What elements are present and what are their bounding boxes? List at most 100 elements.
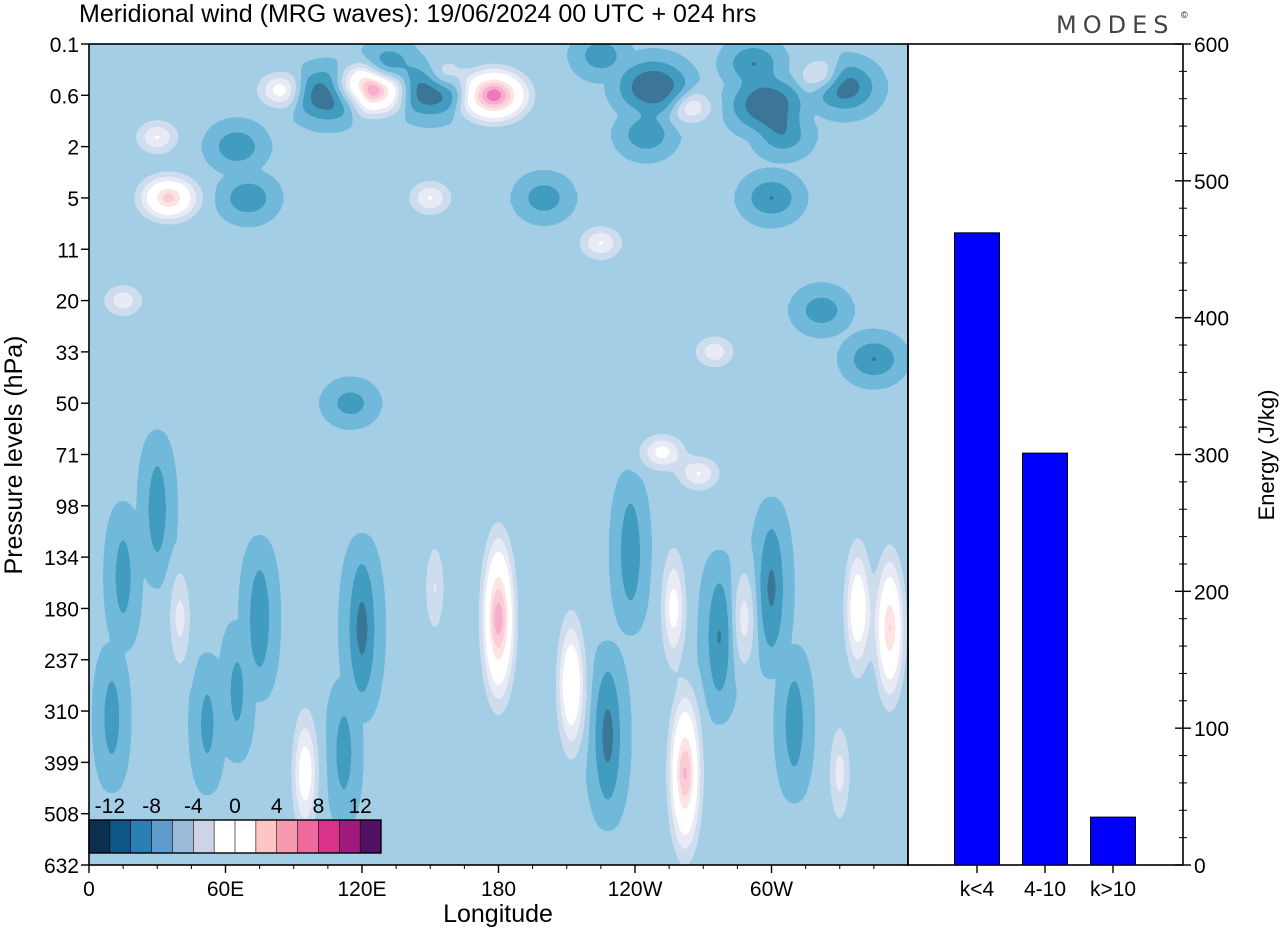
x-axis-label: Longitude xyxy=(443,900,553,928)
positive-anomaly xyxy=(167,543,193,694)
pressure-tick-label: 98 xyxy=(56,496,79,519)
negative-anomaly xyxy=(721,44,786,89)
colorbar-swatch xyxy=(214,820,236,853)
contour-field xyxy=(89,44,908,865)
colorbar-swatch xyxy=(255,820,278,853)
negative-anomaly xyxy=(345,534,379,722)
pressure-tick-label: 508 xyxy=(44,804,79,827)
pressure-tick-label: 0.6 xyxy=(50,85,79,108)
pressure-tick-label: 5 xyxy=(67,188,79,211)
energy-bar xyxy=(954,232,1000,866)
colorbar-label: -4 xyxy=(184,795,203,818)
y-axis-label: Pressure levels (hPa) xyxy=(0,336,28,575)
longitude-tick-label: 180 xyxy=(481,878,516,901)
pressure-tick-label: 180 xyxy=(44,598,79,621)
energy-tick-label: 300 xyxy=(1194,445,1229,468)
positive-anomaly xyxy=(248,65,312,115)
band-label: 4-10 xyxy=(1024,878,1066,901)
pressure-tick-label: 399 xyxy=(44,752,79,775)
positive-anomaly xyxy=(94,278,152,324)
energy-tick-label: 0 xyxy=(1194,855,1206,878)
brand-mark: © xyxy=(1181,10,1188,20)
colorbar-label: 8 xyxy=(313,795,325,818)
pressure-tick-label: 50 xyxy=(56,393,79,416)
positive-anomaly xyxy=(415,52,473,98)
energy-tick-label: 500 xyxy=(1194,171,1229,194)
colorbar-swatch xyxy=(297,820,319,853)
positive-anomaly xyxy=(658,522,689,695)
positive-anomaly xyxy=(686,329,744,375)
positive-anomaly xyxy=(553,587,589,783)
negative-anomaly xyxy=(515,175,573,221)
negative-anomaly xyxy=(360,44,418,87)
longitude-tick-label: 60W xyxy=(750,878,793,901)
positive-anomaly xyxy=(289,683,322,864)
energy-axis: 0 100 200 300 400 500 600 xyxy=(1175,34,1229,878)
wind-field xyxy=(89,44,908,865)
colorbar-swatch xyxy=(89,820,111,853)
negative-anomaly xyxy=(195,652,220,796)
colorbar-swatch xyxy=(172,820,194,853)
pressure-axis: 0.1 0.6 2 5 11 20 33 50 71 98 134 180 237 310 399 508 63… xyxy=(44,34,89,878)
negative-anomaly xyxy=(615,469,645,635)
pressure-tick-label: 33 xyxy=(56,342,79,365)
energy-tick-label: 200 xyxy=(1194,581,1229,604)
negative-anomaly xyxy=(590,641,625,830)
positive-anomaly xyxy=(663,85,721,131)
pressure-tick-label: 2 xyxy=(67,137,79,160)
colorbar-swatch xyxy=(151,820,173,853)
positive-anomaly xyxy=(400,174,461,222)
colorbar-swatch xyxy=(276,820,299,853)
colorbar: -12 -8 -4 0 4 8 12 xyxy=(88,795,382,854)
positive-anomaly xyxy=(127,113,188,161)
negative-anomaly xyxy=(224,620,250,763)
negative-anomaly xyxy=(110,501,137,652)
positive-anomaly xyxy=(668,449,729,498)
negative-anomaly xyxy=(572,44,630,79)
negative-anomaly xyxy=(616,110,677,158)
negative-anomaly xyxy=(739,173,804,223)
positive-anomaly xyxy=(870,523,908,734)
negative-anomaly xyxy=(323,381,378,425)
negative-anomaly xyxy=(793,287,851,333)
colorbar-swatch xyxy=(109,820,132,853)
longitude-axis: 0 60E 120E 180 120W 60W xyxy=(83,865,875,901)
longitude-tick-label: 120E xyxy=(337,878,386,901)
colorbar-swatch xyxy=(339,820,361,853)
colorbar-swatch xyxy=(193,820,215,853)
colorbar-swatch xyxy=(318,820,340,853)
colorbar-label: 4 xyxy=(271,795,283,818)
positive-anomaly xyxy=(127,166,211,230)
positive-anomaly xyxy=(422,516,448,660)
negative-anomaly xyxy=(703,550,735,724)
positive-anomaly xyxy=(664,660,706,865)
energy-bar xyxy=(1090,816,1136,866)
positive-anomaly xyxy=(731,543,758,694)
pressure-tick-label: 310 xyxy=(44,701,79,724)
longitude-tick-label: 120W xyxy=(608,878,663,901)
positive-anomaly xyxy=(841,514,875,703)
negative-anomaly xyxy=(752,110,813,158)
positive-anomaly xyxy=(570,219,631,267)
energy-tick-label: 100 xyxy=(1194,718,1229,741)
energy-panel: k<4 4-10 k>10 0 100 200 300 400 500 600 Energy (… xyxy=(907,34,1279,901)
energy-tick-label: 400 xyxy=(1194,308,1229,331)
colorbar-label: -8 xyxy=(142,795,161,818)
colorbar-swatch xyxy=(235,820,257,853)
positive-anomaly xyxy=(477,502,520,735)
positive-anomaly xyxy=(793,52,851,98)
colorbar-swatch xyxy=(130,820,153,853)
brand-logo: MODES xyxy=(1056,11,1174,39)
band-label: k<4 xyxy=(960,878,995,901)
negative-anomaly xyxy=(330,677,357,828)
energy-axis-label: Energy (J/kg) xyxy=(1254,390,1279,521)
negative-anomaly xyxy=(98,642,125,793)
negative-anomaly xyxy=(143,430,171,588)
energy-tick-label: 600 xyxy=(1194,34,1229,57)
energy-bar xyxy=(1022,452,1068,866)
chart-title: Meridional wind (MRG waves): 19/06/2024 … xyxy=(79,0,756,28)
colorbar-label: 12 xyxy=(348,795,371,818)
pressure-tick-label: 632 xyxy=(44,855,79,878)
pressure-tick-label: 237 xyxy=(44,650,79,673)
